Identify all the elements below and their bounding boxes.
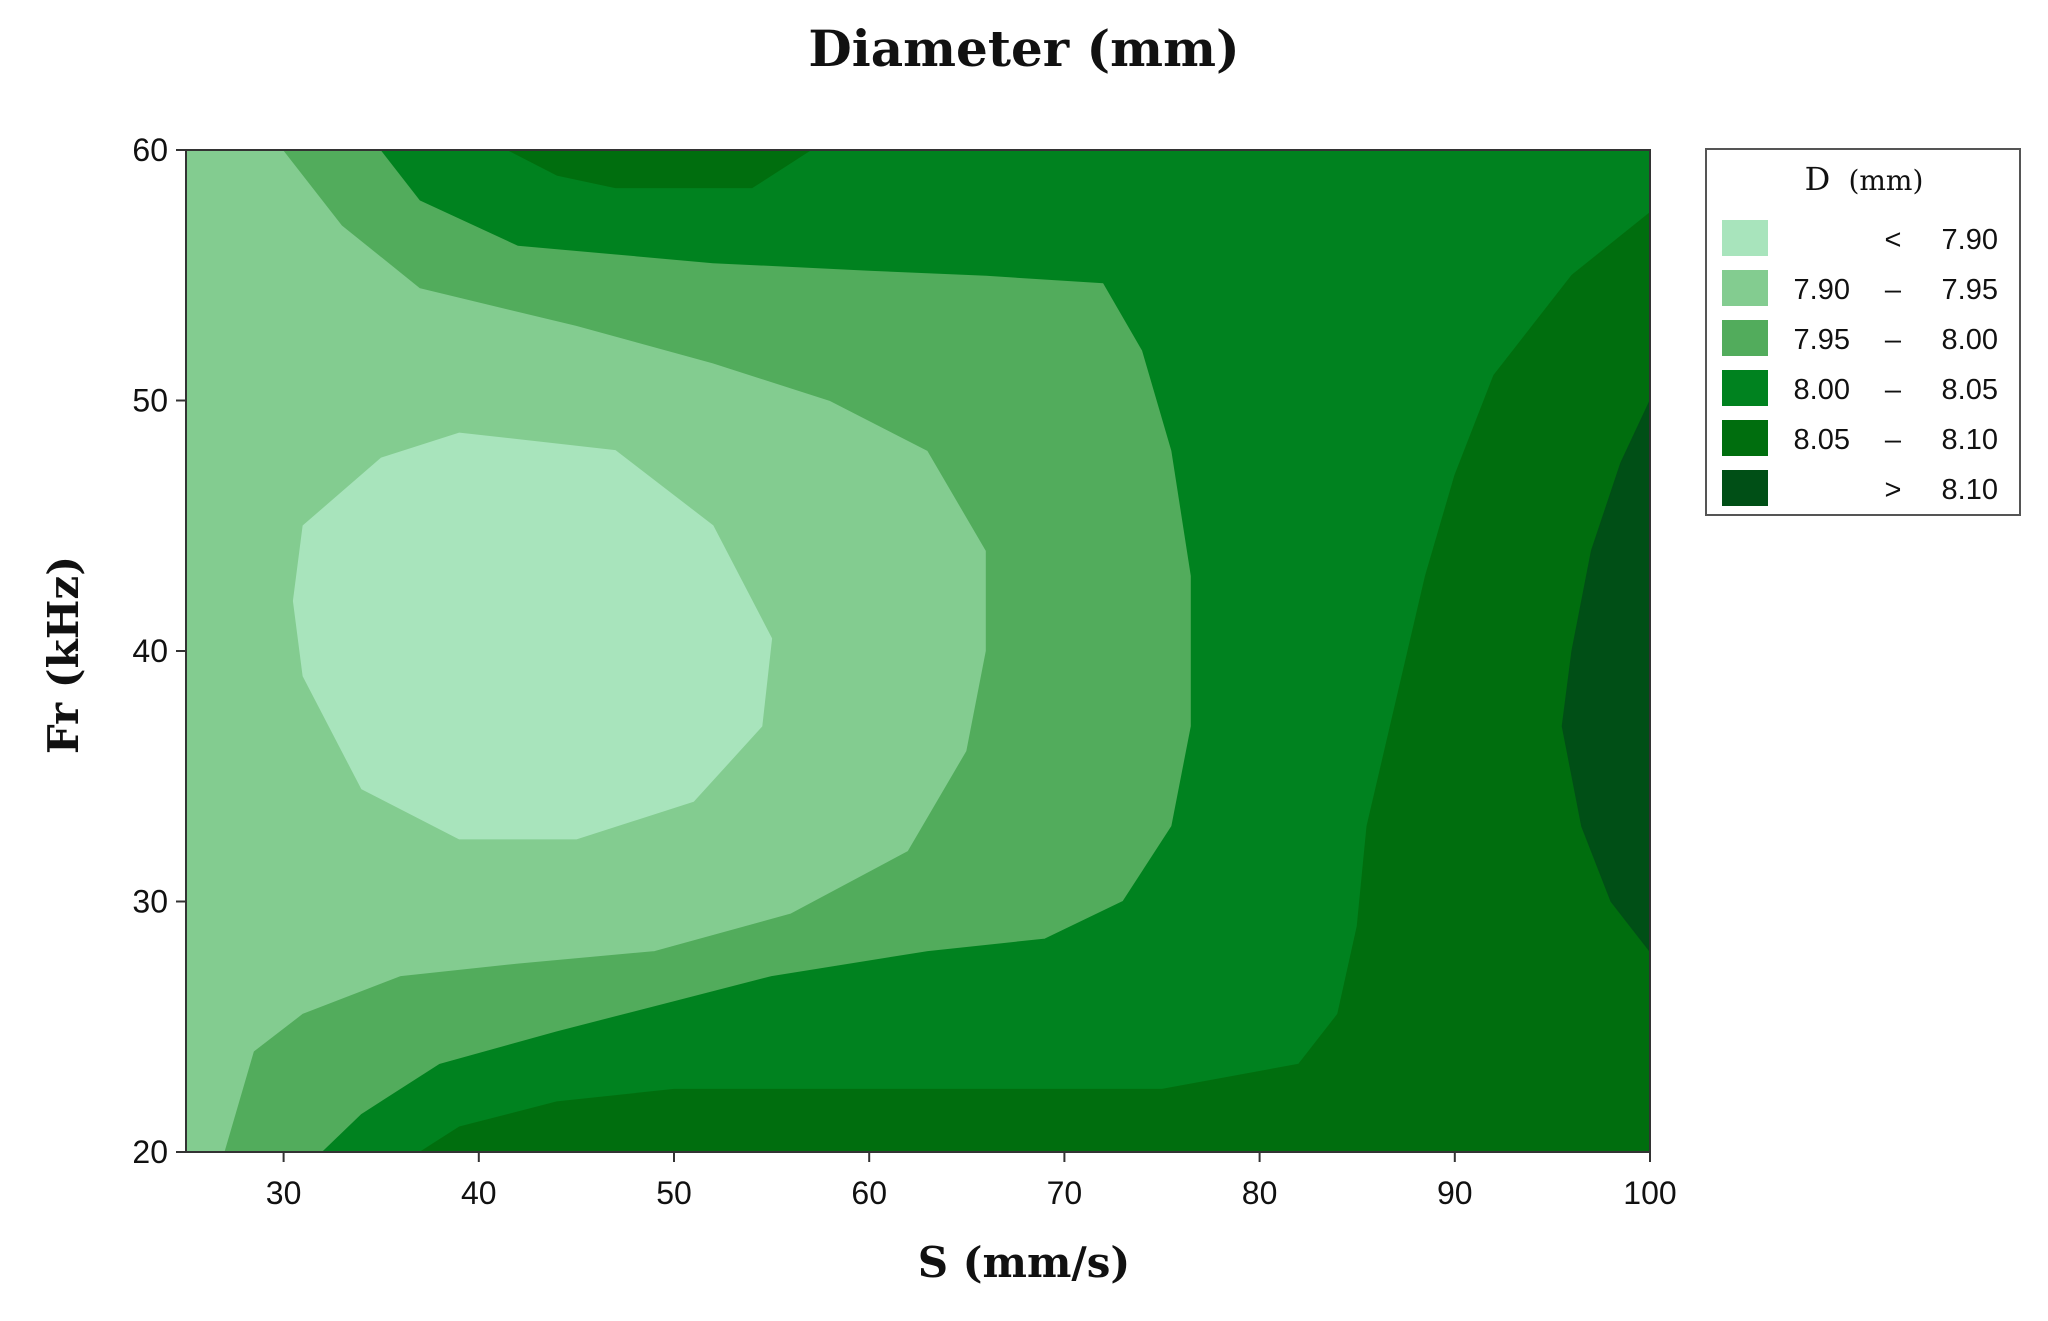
legend-title-unit: (mm) [1848,164,1923,197]
legend-range-high: 7.90 [1942,224,1998,256]
legend-range-low: 7.90 [1794,274,1850,306]
legend-entry: >8.10 [1722,470,1998,506]
x-tick-label: 70 [1047,1175,1083,1211]
legend-swatch [1722,320,1768,356]
legend-range-separator: – [1885,274,1902,306]
legend-range-separator: – [1885,374,1902,406]
legend-entry: 8.05 – 8.10 [1722,420,1998,456]
legend-entries: <7.907.90–7.957.95–8.008.00–8.058.05–8.1… [1722,220,1998,506]
legend-range-low: 7.95 [1794,324,1850,356]
legend-swatch [1722,470,1768,506]
x-tick-label: 60 [851,1175,887,1211]
legend-swatch [1722,220,1768,256]
x-tick-label: 30 [266,1175,302,1211]
legend-title-symbol: D [1805,160,1831,198]
x-tick-label: 80 [1242,1175,1278,1211]
contour-region [507,150,812,189]
legend-swatch [1722,420,1768,456]
y-axis: 20 30 40 50 60 [132,132,187,1170]
x-axis-label: S (mm/s) [918,1238,1131,1287]
x-tick-label: 100 [1623,1175,1676,1211]
chart-title: Diameter (mm) [808,19,1239,78]
x-tick-label: 40 [461,1175,497,1211]
legend-range-separator: – [1885,424,1902,456]
legend-range-high: 8.00 [1942,324,1998,356]
plot-area [185,149,1651,1153]
legend-swatch [1722,270,1768,306]
contour-region [419,212,1650,1152]
y-tick-label: 20 [132,1134,168,1170]
legend-title: D (mm) [1805,160,1924,198]
legend-entry: <7.90 [1722,220,1998,256]
y-tick-label: 40 [132,633,168,669]
contour-regions [205,150,1650,1152]
legend-range-low: 8.00 [1794,374,1850,406]
y-tick-label: 60 [132,132,168,168]
legend-range-separator: < [1885,224,1902,256]
legend-range-low: 8.05 [1794,424,1850,456]
legend-range-high: 8.10 [1942,424,1998,456]
x-tick-label: 90 [1437,1175,1473,1211]
y-tick-label: 50 [132,383,168,419]
legend-swatch [1722,370,1768,406]
legend-entry: 7.90 – 7.95 [1722,270,1998,306]
x-axis: 30 40 50 60 70 80 90 100 [186,1151,1677,1211]
legend-range-separator: > [1885,474,1902,506]
legend-range-separator: – [1885,324,1902,356]
x-tick-label: 50 [656,1175,692,1211]
legend-range-high: 7.95 [1942,274,1998,306]
y-tick-label: 30 [132,884,168,920]
legend: D (mm) <7.907.90–7.957.95–8.008.00–8.058… [1705,148,2021,516]
legend-range-high: 8.10 [1942,474,1998,506]
contour-region [1561,400,1650,953]
y-axis-label: Fr (kHz) [39,556,88,754]
legend-entry: 7.95 – 8.00 [1722,320,1998,356]
contour-region [292,432,773,840]
legend-entry: 8.00 – 8.05 [1722,370,1998,406]
legend-range-high: 8.05 [1942,374,1998,406]
